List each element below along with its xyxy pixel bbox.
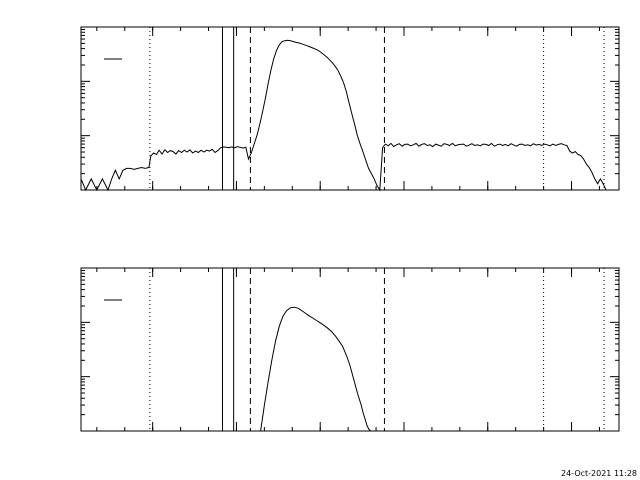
plot-frame	[80, 26, 620, 191]
timestamp: 24-Oct-2021 11:28	[561, 469, 637, 478]
panel-hi	[80, 267, 620, 432]
plot-frame	[80, 267, 620, 432]
series-line	[80, 39, 607, 192]
series-line	[260, 306, 371, 432]
panel-lo	[80, 26, 620, 192]
